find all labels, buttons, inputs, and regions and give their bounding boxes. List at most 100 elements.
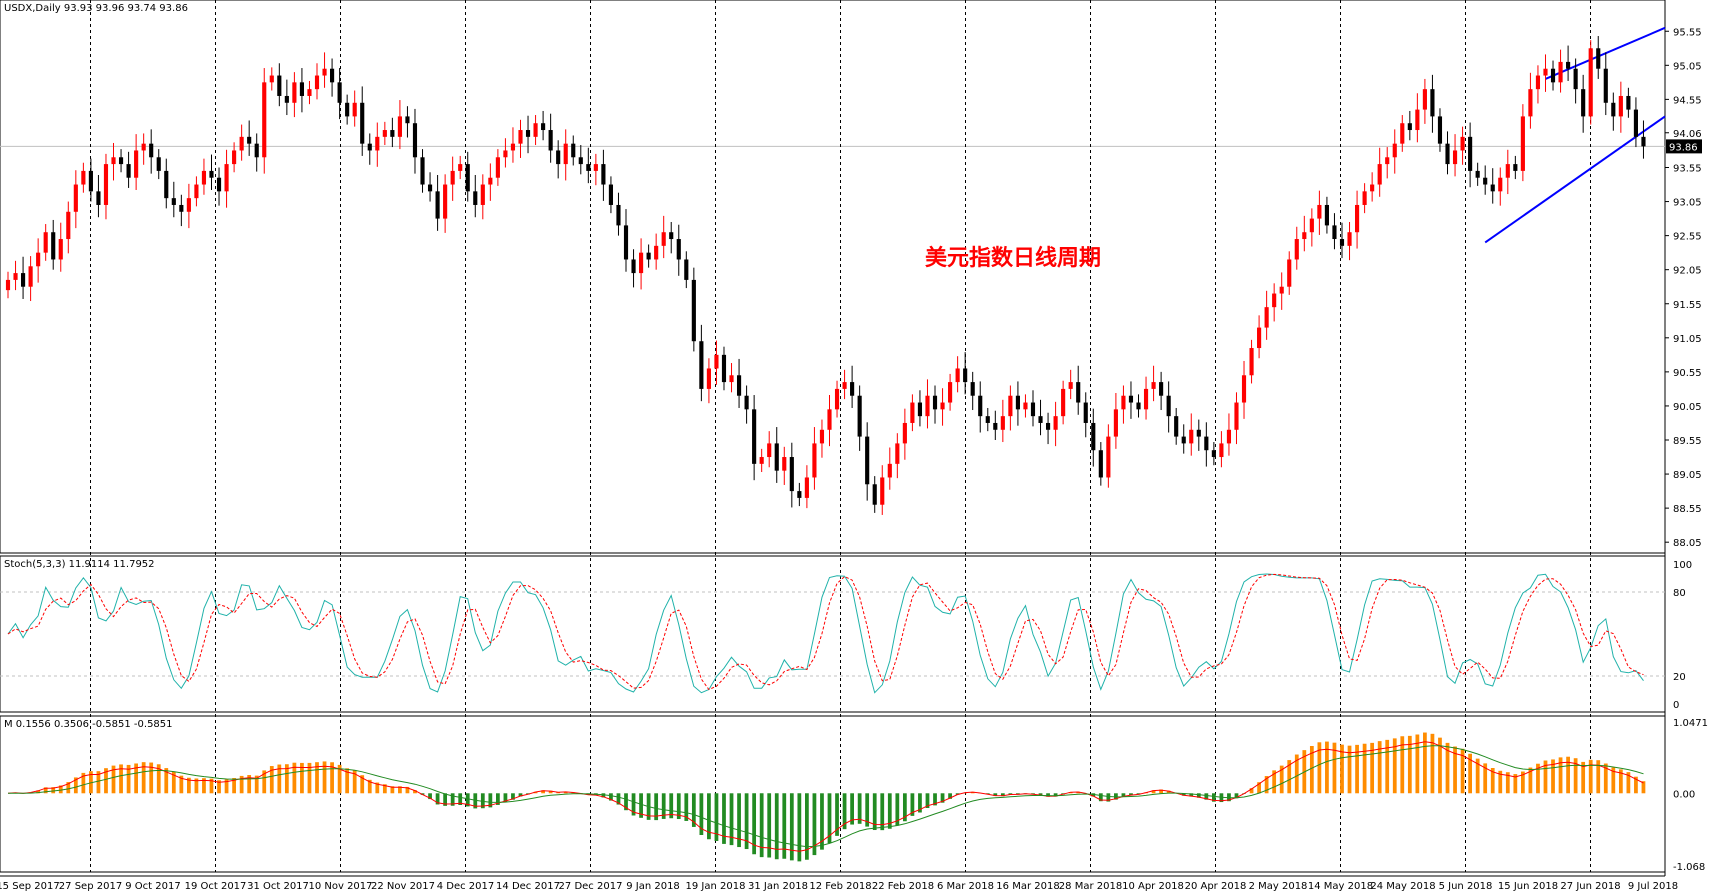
candle-body [1437,116,1443,144]
candle-body [699,341,704,389]
time-tick-label: 20 Apr 2018 [1185,881,1247,892]
candle-body [194,184,199,199]
candle-body [985,416,990,423]
time-tick-label: 22 Nov 2017 [371,881,435,892]
candle-body [872,484,877,505]
candle-body [970,382,975,396]
time-tick-label: 6 Mar 2018 [937,881,994,892]
candle-body [639,252,644,274]
candle-body [1324,204,1329,226]
candle-body [1045,422,1051,430]
candle-body [1053,416,1058,430]
candle-body [209,170,214,178]
price-tick-label: 88.05 [1673,538,1702,549]
candle-body [910,402,915,423]
candle-body [1249,348,1254,376]
candle-body [1422,89,1427,110]
candle-body [1392,143,1397,158]
candle-body [1596,48,1601,69]
candle-body [1098,450,1103,478]
candle-body [51,232,56,260]
time-tick-label: 28 Mar 2018 [1059,881,1122,892]
stoch-tick-label: 80 [1673,588,1686,599]
time-tick-label: 31 Oct 2017 [247,881,309,892]
candle-body [1362,191,1367,205]
panel-border [0,0,1666,554]
stoch-main-line [7,573,1644,694]
candle-body [563,143,568,165]
candle-body [1588,48,1593,117]
candle-body [1573,68,1578,90]
price-tick-label: 95.05 [1673,61,1702,72]
macd-fast-line [7,741,1644,852]
candle-body [1181,436,1186,444]
candle-body [111,157,116,165]
candle-body [1061,388,1066,417]
candle-body [390,130,395,137]
candle-body [1008,395,1013,417]
candle-body [940,402,945,410]
candle-body [1226,429,1232,444]
candle-body [141,143,146,151]
candle-body [1166,395,1171,417]
candle-body [1452,150,1458,165]
price-tick-label: 91.05 [1673,334,1702,345]
candle-body [21,273,26,287]
candle-body [134,150,139,178]
candle-body [1339,239,1345,246]
candle-body [834,388,840,410]
candle-body [36,252,41,267]
candle-body [533,123,538,137]
candle-body [729,375,734,383]
time-tick-label: 14 May 2018 [1308,881,1373,892]
candle-body [774,443,779,471]
time-tick-label: 4 Dec 2017 [437,881,495,892]
candle-body [28,266,33,287]
candle-body [744,395,749,410]
candle-body [1264,307,1269,328]
time-tick-label: 10 Apr 2018 [1122,881,1184,892]
time-tick-label: 27 Jun 2018 [1560,881,1620,892]
axis-layer: 95.55 95.05 94.55 94.06 93.55 93.05 92.55 92.05… [0,27,1708,892]
candle-body [458,164,463,171]
candle-body [691,279,696,342]
candle-body [676,239,681,260]
candle-body [186,198,191,212]
candle-body [5,279,11,291]
candle-body [1068,382,1073,389]
candle-body [593,164,598,171]
panel-border [0,555,1666,713]
price-tick-label: 90.55 [1673,368,1702,379]
stoch-signal-line [7,573,1644,691]
lower-trend-line [1484,115,1666,244]
candle-body [1279,286,1284,294]
candle-body [865,436,870,485]
candle-body [616,204,621,226]
candle-body [1038,416,1043,423]
time-tick-label: 19 Jan 2018 [686,881,746,892]
candle-body [73,184,78,212]
candle-body [1083,402,1088,423]
candle-body [993,422,998,430]
candle-body [1000,416,1005,430]
candle-body [1189,429,1194,444]
candle-body [224,164,229,192]
time-tick-label: 27 Dec 2017 [559,881,623,892]
candle-body [948,382,953,403]
candle-body [201,170,207,185]
candle-body [1347,232,1352,246]
panel-border [0,715,1666,873]
candle-body [103,164,109,205]
symbol-label: USDX,Daily 93.93 93.96 93.74 93.86 [4,3,188,14]
candle-body [1302,232,1307,240]
candle-body [518,130,523,144]
candle-body [1543,68,1548,76]
candle-body [1076,382,1081,403]
stoch-tick-label: 100 [1673,560,1692,571]
stoch-layer [7,573,1644,694]
price-tick-label: 92.55 [1673,232,1702,243]
candle-body [1196,429,1201,437]
price-tick-label: 93.55 [1673,164,1702,175]
chart-title: 美元指数日线周期 [925,246,1102,271]
candle-body [1294,239,1299,260]
